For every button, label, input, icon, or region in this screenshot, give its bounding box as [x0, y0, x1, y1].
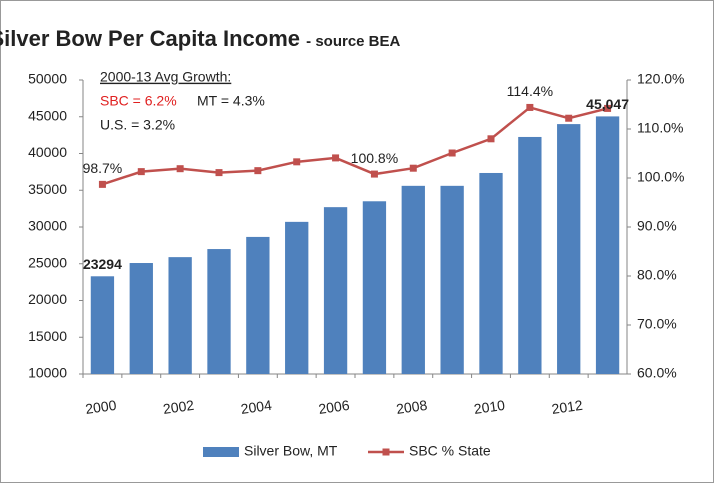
legend-swatch	[203, 447, 239, 457]
bar	[479, 172, 503, 374]
bar	[557, 124, 581, 374]
legend-label: Silver Bow, MT	[244, 443, 338, 459]
x-tick-label: 2012	[551, 397, 584, 417]
x-tick-label: 2010	[473, 397, 506, 417]
bar	[323, 207, 348, 374]
legend-swatch	[382, 448, 390, 456]
y-tick-label: 40000	[28, 144, 67, 160]
y2-tick-label: 90.0%	[637, 218, 677, 234]
data-label: 23294	[83, 256, 122, 272]
line-marker	[176, 165, 184, 173]
line	[102, 106, 608, 186]
bar	[129, 263, 153, 374]
line-marker	[448, 149, 456, 157]
x-tick-label: 2006	[317, 397, 350, 417]
annotation: U.S. = 3.2%	[100, 117, 175, 133]
bar	[401, 185, 425, 374]
y-tick-label: 10000	[28, 365, 67, 381]
y2-tick-label: 80.0%	[637, 267, 677, 283]
y-tick-label: 30000	[28, 218, 67, 234]
x-tick-label: 2000	[84, 397, 117, 417]
line-marker	[98, 180, 106, 188]
line-marker	[604, 104, 612, 112]
line-marker	[137, 168, 145, 176]
y2-tick-label: 100.0%	[637, 169, 684, 185]
line-marker	[409, 164, 417, 172]
x-tick-label: 2002	[162, 397, 195, 417]
bar	[207, 249, 231, 374]
legend-label: SBC % State	[409, 443, 491, 459]
bar	[285, 221, 309, 374]
line-marker	[370, 170, 378, 178]
bar	[440, 185, 464, 374]
y-tick-label: 20000	[28, 291, 67, 307]
data-label: 114.4%	[507, 83, 553, 99]
bar	[362, 201, 387, 374]
annotation: MT = 4.3%	[197, 93, 265, 109]
bar	[168, 257, 192, 374]
y-tick-label: 50000	[28, 71, 67, 87]
line-marker	[254, 167, 262, 175]
bar	[90, 276, 115, 374]
line-marker	[215, 169, 223, 177]
y-tick-label: 25000	[28, 254, 67, 270]
line-marker	[565, 114, 573, 122]
data-label: 45,047	[586, 96, 629, 112]
y2-tick-label: 60.0%	[637, 365, 677, 381]
annotation: SBC = 6.2%	[100, 93, 177, 109]
bar	[595, 116, 620, 375]
line-marker	[526, 103, 534, 111]
chart-title: Silver Bow Per Capita Income	[0, 26, 300, 51]
data-label: 100.8%	[351, 150, 398, 166]
line-marker	[293, 158, 301, 166]
y2-tick-label: 110.0%	[637, 120, 683, 136]
bar	[246, 236, 270, 374]
x-tick-label: 2008	[395, 397, 428, 417]
y2-tick-label: 120.0%	[637, 71, 684, 87]
y-tick-label: 35000	[28, 181, 67, 197]
bar	[518, 136, 542, 374]
y-tick-label: 45000	[28, 107, 67, 123]
chart-subtitle: - source BEA	[302, 33, 401, 50]
line-marker	[332, 154, 340, 162]
y-tick-label: 15000	[28, 328, 67, 344]
y2-tick-label: 70.0%	[637, 316, 677, 332]
line-marker	[487, 135, 495, 143]
annotation: 2000-13 Avg Growth:	[100, 69, 231, 85]
data-label: 98.7%	[83, 160, 123, 176]
x-tick-label: 2004	[240, 397, 273, 417]
